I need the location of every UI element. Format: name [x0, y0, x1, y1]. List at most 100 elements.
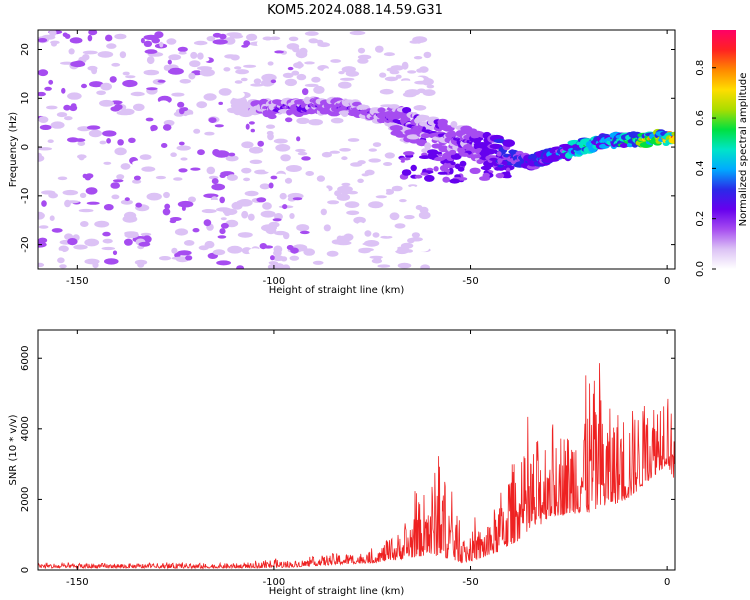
noise-blob: [56, 250, 64, 256]
noise-blob: [64, 33, 71, 39]
ridge-blob: [459, 152, 469, 157]
noise-blob: [47, 139, 54, 143]
noise-blob: [125, 75, 136, 79]
noise-blob: [133, 103, 145, 112]
noise-blob: [236, 200, 247, 204]
noise-blob: [403, 215, 415, 220]
noise-blob: [178, 168, 188, 173]
noise-blob: [329, 150, 341, 154]
noise-blob: [308, 119, 323, 126]
y-tick-label: 4000: [20, 416, 31, 441]
noise-blob: [292, 197, 303, 201]
noise-blob: [413, 56, 423, 60]
noise-blob: [248, 248, 262, 255]
noise-blob: [401, 61, 409, 70]
noise-blob: [357, 178, 364, 183]
noise-blob: [375, 45, 384, 53]
noise-blob: [220, 217, 227, 221]
noise-blob: [237, 232, 253, 238]
noise-blob: [235, 69, 250, 75]
noise-blob: [394, 201, 401, 207]
noise-blob: [312, 260, 324, 265]
noise-blob: [234, 66, 242, 70]
ridge-blob: [480, 165, 492, 171]
ridge-blob: [416, 139, 428, 147]
noise-blob: [70, 103, 77, 108]
noise-blob: [111, 62, 121, 67]
noise-blob: [282, 204, 288, 210]
noise-blob: [144, 49, 158, 54]
noise-blob: [58, 245, 69, 253]
noise-blob: [302, 88, 309, 96]
noise-blob: [357, 222, 365, 229]
noise-blob: [86, 125, 101, 130]
noise-blob: [96, 90, 106, 96]
noise-blob: [164, 203, 171, 210]
noise-blob: [159, 256, 171, 261]
noise-blob: [219, 196, 225, 204]
noise-blob: [384, 152, 395, 159]
noise-blob: [414, 80, 429, 85]
noise-blob: [384, 76, 398, 82]
noise-blob: [101, 246, 116, 251]
noise-blob: [248, 146, 264, 154]
noise-blob: [281, 264, 291, 269]
ridge-blob: [449, 178, 461, 184]
noise-blob: [299, 230, 310, 235]
noise-blob: [327, 200, 340, 205]
spectrogram-x-ticks: -150 -100 -50 0: [66, 30, 670, 287]
spectrogram-y-ticks: -20 -10 0 10 20: [20, 43, 675, 253]
noise-blob: [243, 177, 251, 182]
noise-blob: [247, 213, 255, 221]
noise-blob: [64, 116, 73, 121]
noise-blob: [124, 211, 137, 220]
noise-blob: [250, 128, 255, 133]
noise-blob: [102, 231, 111, 237]
noise-blob: [259, 183, 271, 190]
noise-blob: [296, 224, 310, 232]
colorbar-ticks: 0.0 0.2 0.4 0.6 0.8: [695, 60, 716, 277]
noise-blob: [399, 199, 407, 203]
noise-blob: [296, 73, 307, 81]
noise-blob: [270, 175, 278, 180]
noise-blob: [132, 160, 148, 166]
noise-blob: [124, 231, 139, 239]
noise-blob: [106, 138, 111, 144]
noise-blob: [132, 179, 142, 184]
noise-blob: [212, 149, 221, 156]
noise-blob: [226, 32, 242, 37]
noise-blob: [267, 61, 274, 66]
noise-blob: [38, 241, 47, 248]
noise-blob: [340, 77, 355, 81]
noise-blob: [124, 61, 132, 70]
noise-blob: [409, 186, 417, 192]
noise-blob: [47, 57, 59, 63]
noise-blob: [146, 56, 155, 65]
noise-blob: [114, 104, 123, 110]
snr-panel: -150 -100 -50 0 0 2000 4000 6000 Height of str…: [8, 329, 676, 597]
noise-blob: [321, 151, 332, 158]
noise-blob: [112, 179, 124, 183]
colorbar-gradient: [712, 30, 736, 269]
noise-blob: [84, 258, 100, 265]
colorbar-tick-label: 0.2: [695, 211, 706, 227]
noise-blob: [410, 76, 424, 82]
noise-blob: [315, 252, 331, 258]
noise-blob: [203, 93, 217, 101]
figure-title: KOM5.2024.088.14.59.G31: [267, 3, 443, 18]
noise-blob: [282, 72, 294, 78]
noise-blob: [407, 70, 417, 74]
noise-blob: [373, 257, 382, 261]
noise-blob: [254, 169, 269, 175]
noise-blob: [208, 117, 217, 123]
noise-blob: [197, 52, 204, 60]
noise-blob: [341, 66, 356, 73]
noise-blob: [382, 216, 391, 225]
noise-blob: [56, 112, 68, 118]
snr-x-axis-label: Height of straight line (km): [269, 586, 405, 597]
noise-blob: [305, 171, 315, 176]
noise-blob: [389, 212, 400, 221]
noise-blob: [244, 190, 259, 197]
noise-blob: [143, 69, 160, 76]
noise-blob: [179, 107, 185, 115]
